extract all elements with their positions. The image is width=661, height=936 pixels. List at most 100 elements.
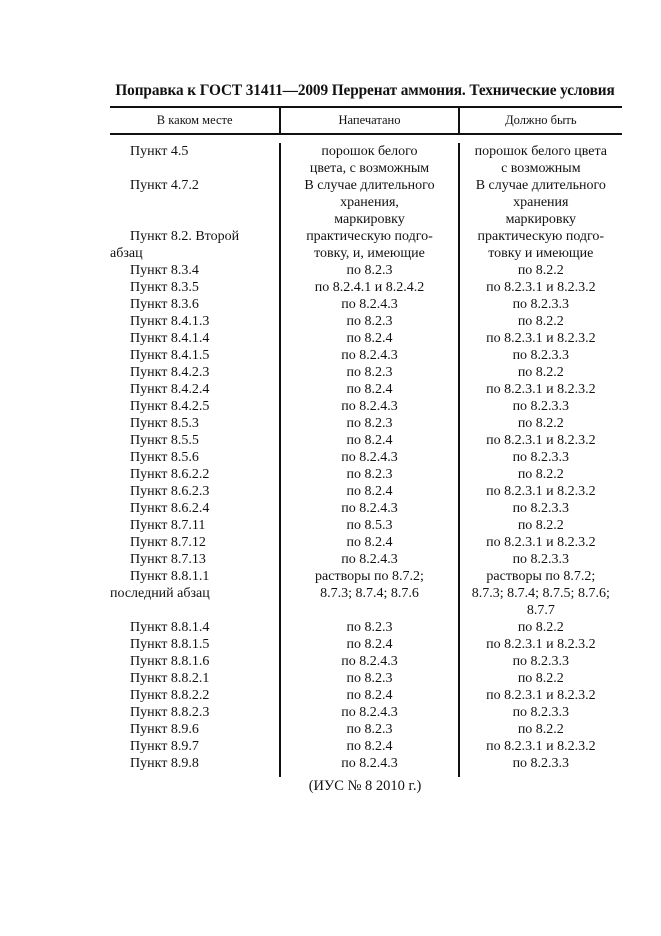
cell-should-be: по 8.2.3.3 (457, 704, 622, 721)
table-row: Пункт 8.4.2.5 по 8.2.4.3 по 8.2.3.3 (110, 398, 622, 415)
cell-place: Пункт 8.7.13 (130, 552, 206, 567)
cell-should-be: В случае длительного хранения маркировку (457, 177, 622, 228)
table-row: Пункт 8.4.2.3 по 8.2.3 по 8.2.2 (110, 364, 622, 381)
cell-should-be: по 8.2.3.3 (457, 755, 622, 772)
cell-printed: по 8.2.4.3 (279, 755, 457, 772)
cell-place: Пункт 8.8.2.2 (130, 688, 210, 703)
cell-printed: по 8.2.4.3 (279, 500, 457, 517)
cell-place: Пункт 8.4.2.3 (130, 365, 210, 380)
table-row: Пункт 8.2. Второй абзац практическую подг… (110, 228, 622, 262)
cell-place: Пункт 8.3.6 (130, 297, 199, 312)
cell-place: Пункт 8.9.7 (130, 739, 199, 754)
table-row: Пункт 4.7.2 В случае длительного хранения… (110, 177, 622, 228)
cell-should-be: по 8.2.2 (457, 517, 622, 534)
cell-printed: по 8.2.4.3 (279, 551, 457, 568)
cell-printed: по 8.2.3 (279, 721, 457, 738)
cell-printed: по 8.2.4.3 (279, 704, 457, 721)
cell-should-be: по 8.2.2 (457, 466, 622, 483)
table-row: Пункт 8.4.1.5 по 8.2.4.3 по 8.2.3.3 (110, 347, 622, 364)
cell-printed: по 8.2.4.3 (279, 296, 457, 313)
cell-should-be: по 8.2.2 (457, 415, 622, 432)
cell-place: Пункт 4.7.2 (130, 178, 199, 193)
table-row: Пункт 8.7.11 по 8.5.3 по 8.2.2 (110, 517, 622, 534)
table-row: Пункт 4.5 порошок белого цвета, с возможн… (110, 143, 622, 177)
table-row: Пункт 8.5.5 по 8.2.4 по 8.2.3.1 и 8.2.3.2 (110, 432, 622, 449)
table-row: Пункт 8.4.2.4 по 8.2.4 по 8.2.3.1 и 8.2.3.… (110, 381, 622, 398)
table-row: Пункт 8.3.5 по 8.2.4.1 и 8.2.4.2 по 8.2.3.… (110, 279, 622, 296)
cell-printed: по 8.2.4.3 (279, 449, 457, 466)
cell-place: Пункт 8.3.4 (130, 263, 199, 278)
header-should-be: Должно быть (457, 108, 622, 133)
table-row: Пункт 8.7.12 по 8.2.4 по 8.2.3.1 и 8.2.3.2 (110, 534, 622, 551)
cell-place: Пункт 8.4.1.5 (130, 348, 210, 363)
cell-printed: по 8.2.4 (279, 738, 457, 755)
cell-place: Пункт 8.9.6 (130, 722, 199, 737)
cell-should-be: по 8.2.3.3 (457, 500, 622, 517)
cell-should-be: по 8.2.2 (457, 619, 622, 636)
table-row: Пункт 8.3.4 по 8.2.3 по 8.2.2 (110, 262, 622, 279)
cell-place: Пункт 8.2. Второй абзац (110, 229, 240, 261)
cell-printed: по 8.2.3 (279, 313, 457, 330)
cell-printed: порошок белого цвета, с возможным (279, 143, 457, 177)
cell-place: Пункт 8.4.1.3 (130, 314, 210, 329)
table-row: Пункт 8.8.1.4 по 8.2.3 по 8.2.2 (110, 619, 622, 636)
cell-printed: растворы по 8.7.2; 8.7.3; 8.7.4; 8.7.6 (279, 568, 457, 619)
cell-place: Пункт 8.8.1.1 последний абзац (110, 569, 210, 601)
cell-should-be: по 8.2.3.1 и 8.2.3.2 (457, 483, 622, 500)
cell-place: Пункт 8.8.2.1 (130, 671, 210, 686)
header-printed: Напечатано (279, 108, 457, 133)
table-body: Пункт 4.5 порошок белого цвета, с возможн… (110, 135, 622, 777)
cell-printed: по 8.5.3 (279, 517, 457, 534)
cell-place: Пункт 4.5 (130, 144, 189, 159)
cell-printed: практическую подго- товку, и, имеющие (279, 228, 457, 262)
cell-should-be: по 8.2.3.1 и 8.2.3.2 (457, 381, 622, 398)
table-row: Пункт 8.5.6 по 8.2.4.3 по 8.2.3.3 (110, 449, 622, 466)
cell-place: Пункт 8.4.1.4 (130, 331, 210, 346)
cell-place: Пункт 8.8.1.6 (130, 654, 210, 669)
document-title: Поправка к ГОСТ 31411—2009 Перренат аммо… (115, 82, 615, 99)
cell-should-be: по 8.2.3.1 и 8.2.3.2 (457, 279, 622, 296)
cell-place: Пункт 8.3.5 (130, 280, 199, 295)
cell-should-be: по 8.2.2 (457, 721, 622, 738)
table-row: Пункт 8.3.6 по 8.2.4.3 по 8.2.3.3 (110, 296, 622, 313)
cell-printed: В случае длительного хранения, маркировк… (279, 177, 457, 228)
cell-place: Пункт 8.7.12 (130, 535, 206, 550)
cell-printed: по 8.2.4.3 (279, 347, 457, 364)
cell-printed: по 8.2.3 (279, 415, 457, 432)
cell-should-be: по 8.2.2 (457, 670, 622, 687)
cell-should-be: практическую подго- товку и имеющие (457, 228, 622, 262)
cell-place: Пункт 8.9.8 (130, 756, 199, 771)
cell-place: Пункт 8.6.2.2 (130, 467, 210, 482)
cell-printed: по 8.2.3 (279, 262, 457, 279)
cell-should-be: по 8.2.2 (457, 262, 622, 279)
cell-should-be: по 8.2.3.1 и 8.2.3.2 (457, 687, 622, 704)
table-row: Пункт 8.8.2.3 по 8.2.4.3 по 8.2.3.3 (110, 704, 622, 721)
cell-printed: по 8.2.3 (279, 619, 457, 636)
table-row: Пункт 8.9.7 по 8.2.4 по 8.2.3.1 и 8.2.3.2 (110, 738, 622, 755)
table-header: В каком месте Напечатано Должно быть (110, 108, 622, 135)
cell-place: Пункт 8.5.3 (130, 416, 199, 431)
cell-printed: по 8.2.4 (279, 432, 457, 449)
table-row: Пункт 8.5.3 по 8.2.3 по 8.2.2 (110, 415, 622, 432)
cell-printed: по 8.2.4 (279, 687, 457, 704)
cell-should-be: по 8.2.3.3 (457, 347, 622, 364)
cell-printed: по 8.2.4 (279, 381, 457, 398)
cell-place: Пункт 8.8.2.3 (130, 705, 210, 720)
cell-place: Пункт 8.8.1.5 (130, 637, 210, 652)
table-row: Пункт 8.8.2.2 по 8.2.4 по 8.2.3.1 и 8.2.3.… (110, 687, 622, 704)
footer-note: (ИУС № 8 2010 г.) (308, 778, 422, 794)
cell-place: Пункт 8.4.2.4 (130, 382, 210, 397)
table-row: Пункт 8.6.2.3 по 8.2.4 по 8.2.3.1 и 8.2.3.… (110, 483, 622, 500)
table-row: Пункт 8.8.1.5 по 8.2.4 по 8.2.3.1 и 8.2.3.… (110, 636, 622, 653)
cell-should-be: по 8.2.3.3 (457, 551, 622, 568)
table-bottom-padding (110, 772, 622, 777)
cell-place: Пункт 8.4.2.5 (130, 399, 210, 414)
table-row: Пункт 8.8.1.1 последний абзац растворы по… (110, 568, 622, 619)
cell-printed: по 8.2.4.3 (279, 653, 457, 670)
cell-place: Пункт 8.8.1.4 (130, 620, 210, 635)
cell-place: Пункт 8.6.2.3 (130, 484, 210, 499)
cell-should-be: по 8.2.2 (457, 313, 622, 330)
cell-should-be: по 8.2.3.1 и 8.2.3.2 (457, 330, 622, 347)
cell-should-be: по 8.2.3.1 и 8.2.3.2 (457, 432, 622, 449)
table-row: Пункт 8.6.2.4 по 8.2.4.3 по 8.2.3.3 (110, 500, 622, 517)
